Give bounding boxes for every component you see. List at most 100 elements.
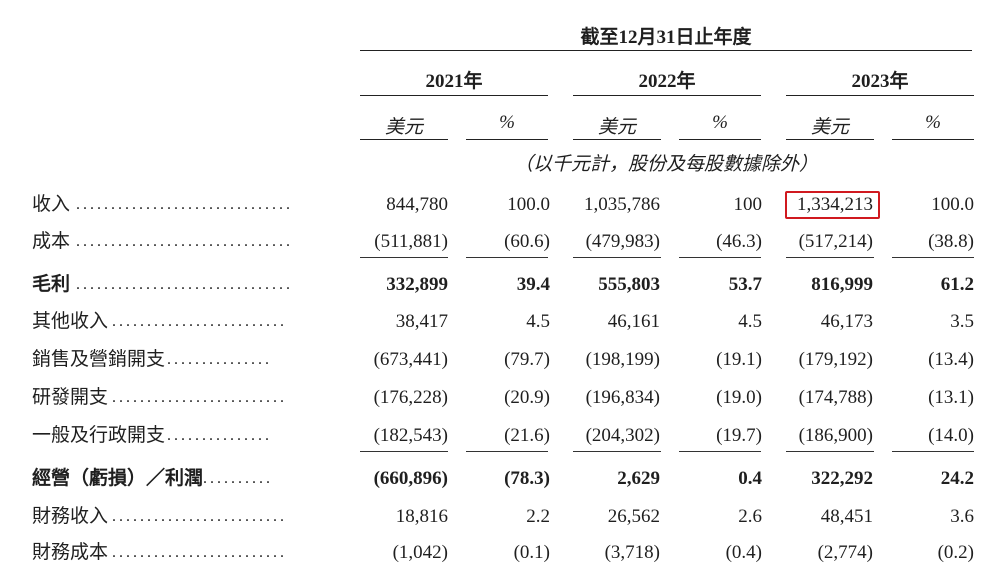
pct-2023: 24.2	[940, 468, 974, 489]
highlight-box	[785, 191, 880, 219]
value-2023: 322,292	[811, 468, 873, 489]
value-2021: (182,543)	[373, 425, 448, 446]
pct-2021: 39.4	[516, 274, 550, 295]
value-2023: (2,774)	[817, 542, 873, 563]
pct-2022: (46.3)	[716, 231, 762, 252]
leader-dots: ...............	[167, 427, 272, 444]
period-title: 截至12月31日止年度	[580, 27, 752, 48]
value-2022: (3,718)	[604, 542, 660, 563]
subtotal-rule	[892, 257, 974, 258]
leader-dots: .........................	[112, 544, 287, 561]
unit-pct-2021: %	[499, 112, 515, 133]
year-2023-rule	[786, 95, 974, 96]
table-row-selling-marketing: 銷售及營銷開支 ............... (673,441) (79.7)…	[0, 345, 1005, 375]
value-2022: (196,834)	[585, 387, 660, 408]
pct-2023: (0.2)	[937, 542, 974, 563]
value-2023: 46,173	[820, 311, 873, 332]
year-2023-header: 2023年	[851, 71, 909, 92]
subtotal-rule	[573, 451, 661, 452]
value-2021: (511,881)	[374, 231, 448, 252]
value-2021: 332,899	[386, 274, 448, 295]
row-label: 收入	[32, 194, 71, 215]
pct-2023: (13.1)	[928, 387, 974, 408]
table-row-revenue: 收入 ............................... 844,7…	[0, 190, 1005, 220]
value-2023: 816,999	[811, 274, 873, 295]
subtotal-rule	[786, 451, 874, 452]
pct-2022: 4.5	[738, 311, 762, 332]
year-2022-header: 2022年	[638, 71, 696, 92]
value-2023: (186,900)	[798, 425, 873, 446]
value-2023: (517,214)	[798, 231, 873, 252]
pct-2021: (78.3)	[504, 468, 550, 489]
row-label: 財務收入	[32, 506, 109, 527]
pct-2022: 53.7	[728, 274, 762, 295]
subtotal-rule	[892, 451, 974, 452]
pct-2023: 100.0	[931, 194, 974, 215]
header-rule	[360, 50, 972, 51]
value-2023: (174,788)	[798, 387, 873, 408]
unit-pct-2023: %	[925, 112, 941, 133]
row-label: 研發開支	[32, 387, 109, 408]
year-2021-rule	[360, 95, 548, 96]
pct-2023: 3.5	[950, 311, 974, 332]
row-label: 經營（虧損）／利潤	[32, 468, 204, 489]
row-label: 其他收入	[32, 311, 109, 332]
pct-2023: (14.0)	[928, 425, 974, 446]
row-label: 毛利	[32, 274, 71, 295]
table-row-rnd: 研發開支 ......................... (176,228)…	[0, 383, 1005, 413]
subtotal-rule	[573, 257, 661, 258]
leader-dots: .........................	[112, 313, 287, 330]
value-2022: 46,161	[607, 311, 660, 332]
row-label: 一般及行政開支	[32, 425, 166, 446]
subtotal-rule	[466, 451, 548, 452]
value-2023: 1,334,213	[797, 194, 873, 215]
value-2023: 48,451	[820, 506, 873, 527]
value-2021: (176,228)	[373, 387, 448, 408]
subtotal-rule	[360, 257, 448, 258]
value-2022: 2,629	[617, 468, 660, 489]
leader-dots: .........................	[112, 389, 287, 406]
unit-rule	[573, 139, 661, 140]
value-2021: (673,441)	[373, 349, 448, 370]
unit-usd-2021: 美元	[384, 117, 423, 138]
pct-2021: (79.7)	[504, 349, 550, 370]
pct-2021: 100.0	[507, 194, 550, 215]
subtotal-rule	[360, 451, 448, 452]
unit-rule	[466, 139, 548, 140]
pct-2023: (38.8)	[928, 231, 974, 252]
leader-dots: ...............................	[76, 276, 293, 293]
value-2021: 844,780	[386, 194, 448, 215]
unit-rule	[679, 139, 761, 140]
value-2023: (179,192)	[798, 349, 873, 370]
value-2021: 18,816	[395, 506, 448, 527]
table-row-gross-profit: 毛利 ............................... 332,8…	[0, 270, 1005, 300]
row-label: 銷售及營銷開支	[32, 349, 166, 370]
leader-dots: ...............	[167, 351, 272, 368]
pct-2022: 100	[733, 194, 763, 215]
subtotal-rule	[679, 257, 761, 258]
value-2022: (479,983)	[585, 231, 660, 252]
leader-dots: ...............................	[76, 196, 293, 213]
unit-usd-2022: 美元	[597, 117, 636, 138]
year-2022-rule	[573, 95, 761, 96]
pct-2023: 61.2	[940, 274, 974, 295]
pct-2022: 2.6	[738, 506, 762, 527]
row-label: 成本	[32, 231, 71, 252]
leader-dots: .........................	[112, 508, 287, 525]
value-2022: 1,035,786	[584, 194, 660, 215]
unit-note: （以千元計，股份及每股數據除外）	[513, 154, 818, 175]
table-row-finance-income: 財務收入 ......................... 18,816 2.…	[0, 502, 1005, 532]
pct-2023: (13.4)	[928, 349, 974, 370]
value-2021: (1,042)	[392, 542, 448, 563]
unit-pct-2022: %	[712, 112, 728, 133]
value-2022: 26,562	[607, 506, 660, 527]
table-row-other-income: 其他收入 ......................... 38,417 4.…	[0, 307, 1005, 337]
unit-rule	[786, 139, 874, 140]
pct-2021: 4.5	[526, 311, 550, 332]
pct-2023: 3.6	[950, 506, 974, 527]
pct-2021: (60.6)	[504, 231, 550, 252]
leader-dots: ...............................	[76, 233, 293, 250]
table-row-operating-result: 經營（虧損）／利潤 ........... (660,896) (78.3) 2…	[0, 464, 1005, 494]
pct-2022: (19.7)	[716, 425, 762, 446]
value-2021: (660,896)	[373, 468, 448, 489]
